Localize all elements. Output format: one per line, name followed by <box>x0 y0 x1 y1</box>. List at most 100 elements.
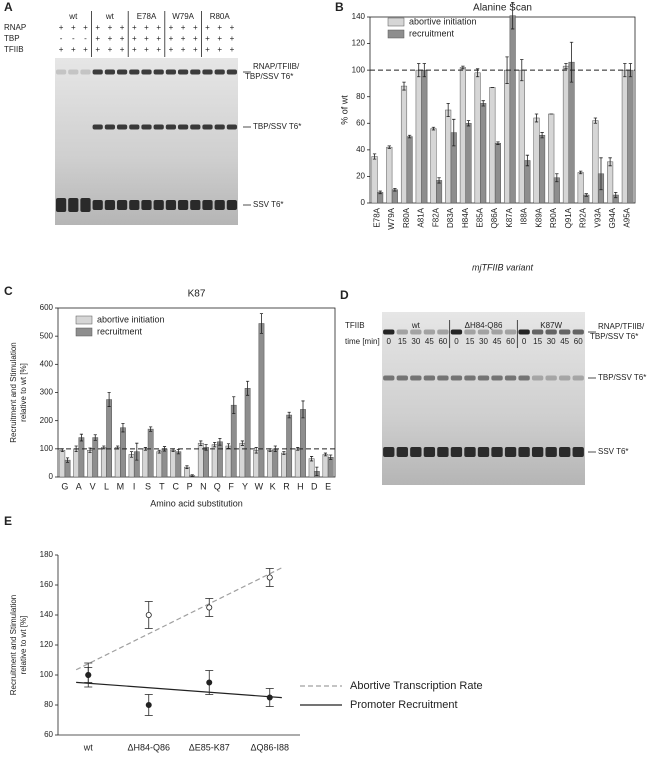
gel-band <box>129 69 140 75</box>
gel-band <box>177 200 189 210</box>
gel-band <box>80 198 91 212</box>
lane-sign: - <box>72 34 75 43</box>
error-bar <box>226 443 231 449</box>
band-label: RNAP/TFIIB/ <box>598 322 645 331</box>
trend-line <box>76 681 282 699</box>
row-label: TBP <box>4 34 20 43</box>
chart-title: K87 <box>188 289 206 300</box>
time-value: 60 <box>438 337 447 346</box>
bar <box>509 15 516 204</box>
error-bar <box>185 465 189 469</box>
lane-group-label: wt <box>411 321 421 330</box>
gel-band <box>504 447 517 457</box>
data-point <box>266 574 273 581</box>
x-tick-label: F82A <box>431 207 440 227</box>
x-axis-label: mjTFIIB variant <box>472 262 534 272</box>
x-tick-label: H84A <box>461 207 470 228</box>
legend-label: Abortive Transcription Rate <box>350 680 483 692</box>
gel-band <box>464 329 476 335</box>
lane-sign: + <box>132 34 137 43</box>
error-bar <box>452 118 456 147</box>
gel-band <box>141 200 152 210</box>
error-bar <box>107 392 111 407</box>
bar <box>445 109 452 204</box>
bar <box>489 87 496 204</box>
gel-band <box>55 69 67 75</box>
error-bar <box>310 456 314 462</box>
lane-sign: + <box>120 45 125 54</box>
y-axis-label: relative to wt [%] <box>19 363 28 422</box>
x-tick-label: V <box>90 481 96 491</box>
bar <box>286 414 293 478</box>
time-value: 45 <box>493 337 502 346</box>
error-bar <box>329 454 333 460</box>
x-tick-label: ΔQ86-I88 <box>250 742 289 752</box>
error-bar <box>213 441 217 448</box>
gel-band <box>55 198 67 212</box>
bar <box>474 72 481 204</box>
bar <box>78 437 85 478</box>
error-bar <box>614 191 618 199</box>
bar <box>607 161 614 204</box>
legend-swatch <box>75 327 93 337</box>
bar <box>627 69 634 204</box>
error-bar <box>296 447 300 451</box>
bar <box>386 146 393 204</box>
time-value: 0 <box>522 337 527 346</box>
y-tick-label: 300 <box>40 388 54 397</box>
trend-line <box>75 567 283 671</box>
gel-band <box>518 447 530 457</box>
error-bar <box>157 449 161 454</box>
bar <box>504 69 511 204</box>
gel-band <box>141 69 152 75</box>
y-tick-label: 200 <box>40 416 54 425</box>
band-label: TBP/SSV T6* <box>590 332 638 341</box>
x-tick-label: K <box>270 481 276 491</box>
bar <box>322 454 329 478</box>
gel-band <box>572 375 584 381</box>
gel-band <box>410 375 422 381</box>
band-label: SSV T6* <box>253 200 284 209</box>
gel-band <box>559 329 571 335</box>
x-tick-label: P <box>187 481 193 491</box>
gel-band <box>153 200 164 210</box>
gel-band <box>477 329 490 335</box>
gel-band <box>545 447 557 457</box>
data-point <box>206 679 213 686</box>
error-bar <box>393 187 397 192</box>
lane-sign: + <box>230 34 235 43</box>
gel-band <box>165 200 177 210</box>
error-bar <box>232 396 236 415</box>
error-bar <box>254 447 258 454</box>
legend-label: recruitment <box>409 28 455 38</box>
error-bar <box>584 193 588 197</box>
y-tick-label: 180 <box>40 550 54 559</box>
error-bar <box>218 438 222 446</box>
y-axis-label: Recruitment and Stimulation <box>9 342 18 443</box>
legend-label: abortive initiation <box>409 16 477 26</box>
data-point <box>145 702 152 709</box>
error-bar <box>510 1 515 30</box>
lane-sign: + <box>144 34 149 43</box>
gel-background <box>55 58 238 225</box>
panel-letter: B <box>335 0 344 14</box>
gel-band <box>202 69 213 75</box>
error-bar <box>599 157 603 191</box>
y-tick-label: 100 <box>40 444 54 453</box>
error-bar <box>176 448 180 455</box>
bar <box>308 458 315 478</box>
bar <box>272 448 279 478</box>
error-bar <box>569 41 574 83</box>
bar <box>480 103 487 204</box>
gel-band <box>116 69 128 75</box>
error-bar <box>79 433 83 442</box>
bar <box>239 442 246 478</box>
plot-frame <box>369 16 636 204</box>
lane-sign: + <box>156 23 161 32</box>
bar <box>92 437 99 478</box>
gel-band <box>504 375 517 381</box>
gel-band <box>491 375 503 381</box>
error-bar <box>422 63 427 78</box>
bar <box>230 404 237 478</box>
